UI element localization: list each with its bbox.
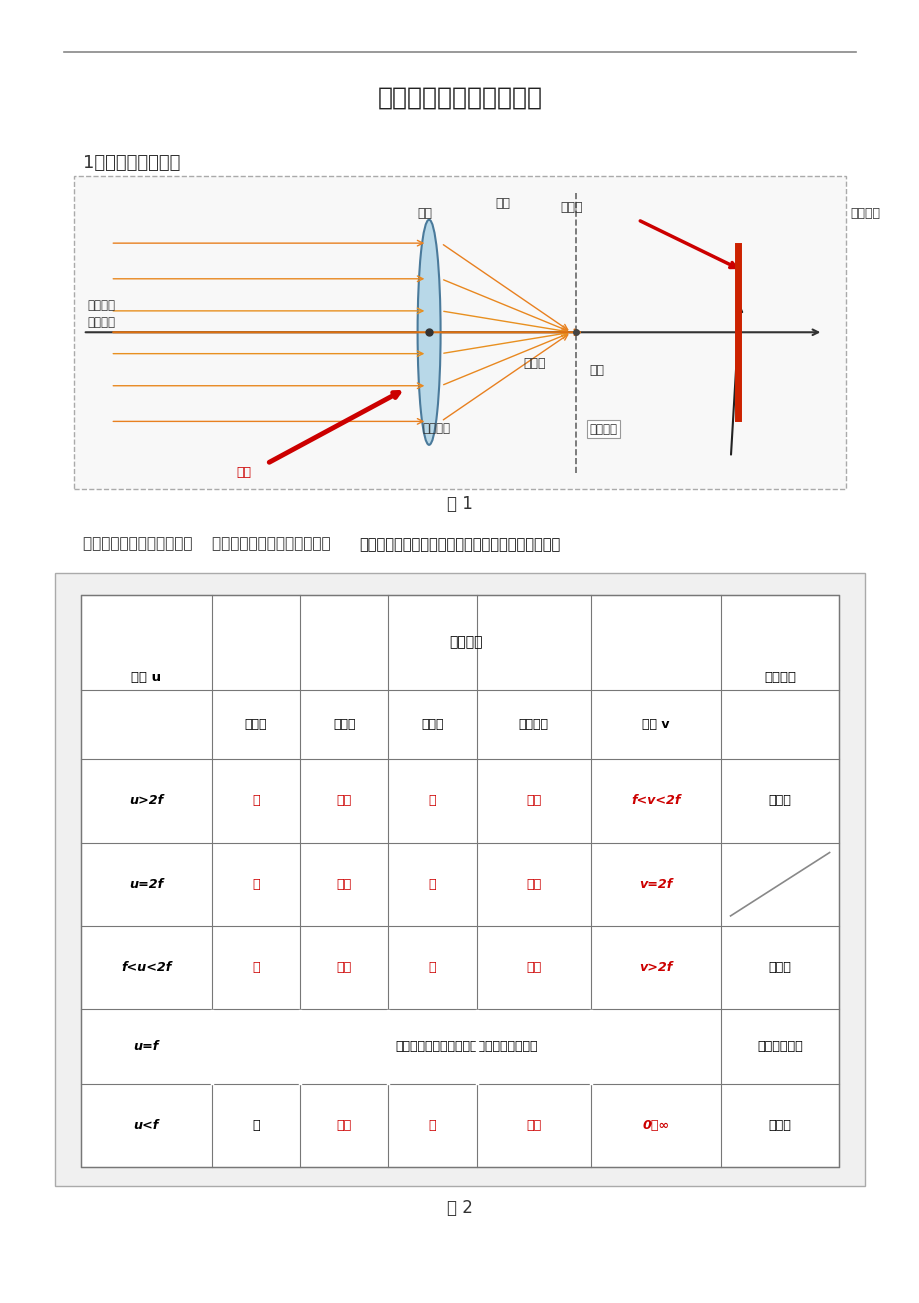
Text: 镜头焦距: 镜头焦距 xyxy=(589,422,617,435)
Text: u=f: u=f xyxy=(133,1040,159,1053)
Text: 物体位于凸透镜前特殊点和区间成像规律及应用举例: 物体位于凸透镜前特殊点和区间成像规律及应用举例 xyxy=(359,537,560,552)
Text: 异侧: 异侧 xyxy=(526,962,540,975)
Text: 焦平面: 焦平面 xyxy=(560,201,582,214)
Text: 实: 实 xyxy=(428,795,436,808)
Text: 光心: 光心 xyxy=(416,207,432,220)
Text: 倒: 倒 xyxy=(252,795,259,808)
Text: 不成像，光经过凸透镜成平行于主轴的光线: 不成像，光经过凸透镜成平行于主轴的光线 xyxy=(394,1040,537,1053)
Text: 应用举例: 应用举例 xyxy=(764,671,795,684)
Text: 放大镜: 放大镜 xyxy=(767,1119,790,1132)
Text: 异侧: 异侧 xyxy=(526,795,540,808)
Text: 1．凸透镜成像原理: 1．凸透镜成像原理 xyxy=(83,154,180,172)
Text: 投影仪: 投影仪 xyxy=(767,962,790,975)
Text: 倒: 倒 xyxy=(252,878,259,891)
Text: 缩小: 缩小 xyxy=(336,795,351,808)
Text: 图 2: 图 2 xyxy=(447,1199,472,1217)
Text: u>2f: u>2f xyxy=(129,795,164,808)
Text: 实: 实 xyxy=(428,962,436,975)
Text: 等大: 等大 xyxy=(336,878,351,891)
Text: 与物体在: 与物体在 xyxy=(518,718,548,731)
FancyBboxPatch shape xyxy=(55,573,864,1186)
Text: 照相机: 照相机 xyxy=(767,795,790,808)
Text: 主焦点: 主焦点 xyxy=(523,357,545,370)
Text: 像的性质: 像的性质 xyxy=(449,636,482,650)
Text: v=2f: v=2f xyxy=(639,878,672,891)
Text: 像距 v: 像距 v xyxy=(641,718,669,731)
Text: 正: 正 xyxy=(252,1119,259,1132)
Text: u=2f: u=2f xyxy=(129,878,164,891)
Text: 相机、镜头原理及其选型: 相机、镜头原理及其选型 xyxy=(377,86,542,109)
Text: 0～∞: 0～∞ xyxy=(641,1119,669,1132)
Ellipse shape xyxy=(417,220,440,444)
Text: 主轴: 主轴 xyxy=(589,364,604,377)
Text: f<u<2f: f<u<2f xyxy=(121,962,171,975)
Text: 实: 实 xyxy=(428,878,436,891)
Text: 注：相机镜头中的焦距为：    凸透镜焦点到成像平面的距离: 注：相机镜头中的焦距为： 凸透镜焦点到成像平面的距离 xyxy=(83,536,330,551)
Text: f<v<2f: f<v<2f xyxy=(630,795,680,808)
Text: 同侧: 同侧 xyxy=(526,1119,540,1132)
Text: 会聚透镜: 会聚透镜 xyxy=(422,422,450,435)
Text: 物距 u: 物距 u xyxy=(131,671,161,684)
Text: u<f: u<f xyxy=(133,1119,159,1132)
Text: 倒、正: 倒、正 xyxy=(244,718,267,731)
Text: 图 1: 图 1 xyxy=(447,495,472,513)
Text: 放大: 放大 xyxy=(336,1119,351,1132)
Text: 虚、实: 虚、实 xyxy=(421,718,443,731)
Text: 沿主轴的
平行光束: 沿主轴的 平行光束 xyxy=(87,298,115,328)
FancyBboxPatch shape xyxy=(81,595,838,1167)
Text: 虚: 虚 xyxy=(428,1119,436,1132)
FancyBboxPatch shape xyxy=(74,176,845,489)
Text: 异侧: 异侧 xyxy=(526,878,540,891)
Text: 大、小: 大、小 xyxy=(333,718,355,731)
Text: 获得平行光源: 获得平行光源 xyxy=(756,1040,802,1053)
Text: v>2f: v>2f xyxy=(639,962,672,975)
Text: 放大: 放大 xyxy=(336,962,351,975)
Text: 倒: 倒 xyxy=(252,962,259,975)
Text: 物距: 物距 xyxy=(236,466,251,480)
Text: 焦距: 焦距 xyxy=(494,197,509,210)
Text: 成像平面: 成像平面 xyxy=(849,207,879,220)
